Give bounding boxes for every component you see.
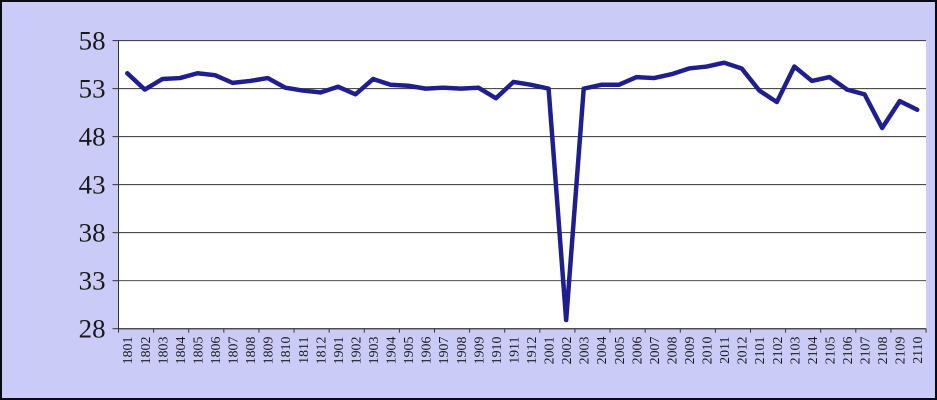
- x-axis-label: 2004: [595, 337, 610, 365]
- x-axis-label: 1903: [367, 337, 382, 365]
- y-axis-label: 53: [79, 74, 106, 104]
- x-axis-label: 2008: [665, 337, 680, 365]
- x-axis-label: 2010: [701, 337, 716, 365]
- x-axis-label: 1908: [455, 337, 470, 365]
- x-axis-label: 1910: [490, 337, 505, 365]
- x-axis-label: 2003: [578, 337, 593, 365]
- x-axis-label: 2103: [788, 337, 803, 365]
- y-axis-label: 43: [79, 170, 106, 200]
- x-axis-label: 1905: [402, 337, 417, 365]
- x-axis-label: 1902: [349, 337, 364, 365]
- x-axis-label: 1911: [507, 337, 522, 364]
- x-axis-label: 2104: [806, 337, 821, 365]
- x-axis-label: 2006: [630, 337, 645, 365]
- x-axis-label: 1904: [385, 337, 400, 365]
- x-axis-label: 1906: [420, 337, 435, 365]
- x-axis-label: 2009: [683, 337, 698, 365]
- y-axis-label: 48: [79, 122, 106, 152]
- y-axis-label: 33: [79, 266, 106, 296]
- x-axis-label: 2001: [543, 337, 558, 365]
- y-axis-label: 58: [79, 26, 106, 56]
- x-axis-label: 2107: [859, 337, 874, 365]
- x-axis-label: 1804: [174, 337, 189, 365]
- x-axis-label: 1806: [209, 337, 224, 365]
- x-axis-label: 1907: [437, 337, 452, 365]
- pmi-series-line: [125, 60, 920, 323]
- x-axis-label: 1810: [279, 337, 294, 365]
- x-axis-label: 2102: [771, 337, 786, 365]
- x-axis-label: 2106: [841, 337, 856, 365]
- x-axis-label: 1909: [472, 337, 487, 365]
- x-axis-label: 2011: [718, 337, 733, 364]
- x-axis-label: 2002: [560, 337, 575, 365]
- x-axis-label: 1801: [121, 337, 136, 365]
- x-axis-label: 2105: [823, 337, 838, 365]
- x-axis-label: 2108: [876, 337, 891, 365]
- x-axis-label: 1811: [297, 337, 312, 364]
- x-axis-label: 2012: [736, 337, 751, 365]
- y-axis-label: 28: [79, 314, 106, 344]
- x-axis-label: 1912: [525, 337, 540, 365]
- x-axis-label: 1805: [191, 337, 206, 365]
- x-axis-label: 1812: [314, 337, 329, 365]
- x-axis-label: 1809: [262, 337, 277, 365]
- y-axis-label: 38: [79, 218, 106, 248]
- x-axis-label: 2101: [753, 337, 768, 365]
- x-axis-label: 1802: [139, 337, 154, 365]
- x-axis-label: 1803: [156, 337, 171, 365]
- x-axis-label: 2005: [613, 337, 628, 365]
- x-axis-label: 2110: [911, 337, 926, 364]
- x-axis-label: 2007: [648, 337, 663, 365]
- x-axis-label: 1901: [332, 337, 347, 365]
- x-axis-label: 2109: [894, 337, 909, 365]
- x-axis-label: 1807: [227, 337, 242, 365]
- x-axis-label: 1808: [244, 337, 259, 365]
